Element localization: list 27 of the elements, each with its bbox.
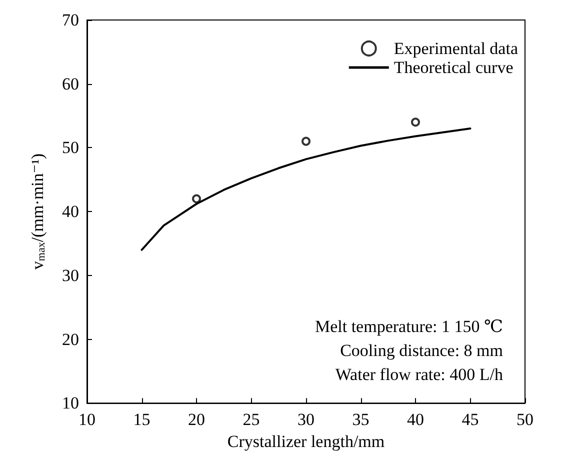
x-tick-label: 20 (188, 410, 205, 430)
x-tick-label: 10 (78, 410, 96, 430)
x-tick-label: 30 (298, 410, 314, 430)
point (411, 118, 420, 127)
y-tick-label: 30 (62, 266, 79, 285)
annotation: Melt temperature: 1 150 ℃ (314, 317, 504, 336)
annotation: Cooling distance: 8 mm (340, 341, 504, 360)
x-tick-label: 15 (133, 410, 150, 430)
y-axis-title: vmax/(mm·min⁻¹) (28, 153, 48, 270)
y-tick-label: 20 (62, 330, 79, 349)
y-tick-label: 50 (62, 138, 79, 158)
x-axis-title: Crystallizer length/mm (227, 432, 385, 451)
x-tick-label: 45 (462, 410, 479, 430)
x-tick-label: 35 (352, 410, 370, 430)
point (192, 194, 201, 204)
x-tick-label: 50 (516, 410, 534, 430)
annotation: Water flow rate: 400 L/h (335, 365, 504, 384)
legend-label: Theoretical curve (394, 58, 514, 77)
line-series (140, 128, 472, 251)
y-tick-label: 60 (62, 74, 79, 94)
x-tick-label: 40 (407, 410, 424, 430)
x-tick-label: 25 (242, 410, 260, 430)
legend-label: Experimental data (394, 39, 518, 58)
point (302, 136, 310, 146)
y-tick-label: 40 (62, 202, 79, 222)
y-tick-label: 70 (62, 10, 79, 30)
y-tick-label: 10 (62, 394, 79, 413)
